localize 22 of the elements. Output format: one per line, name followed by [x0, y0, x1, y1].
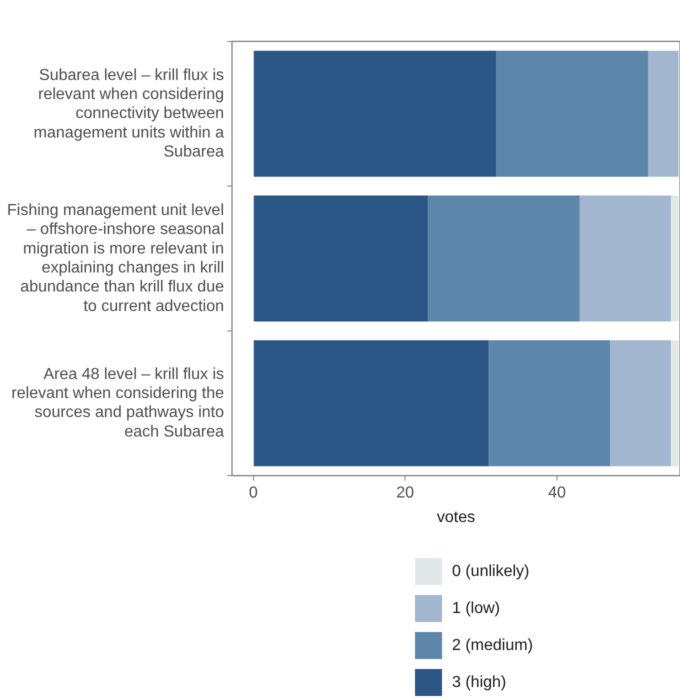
legend-label: 0 (unlikely) [452, 562, 530, 580]
y-tick-label: Subarea level – krill flux is relevant when considering connectivity between management units within a Subarea [34, 66, 224, 161]
bar [648, 50, 678, 177]
y-tick-label: Fishing management unit level – offshore-inshore seasonal migration is more relevant in explaining changes in krill abundance than krill flux due to current advection [6, 202, 224, 315]
x-tick-label: 40 [548, 484, 566, 502]
legend-label: 1 (low) [452, 600, 500, 618]
y-tick-label: Area 48 level – krill flux is relevant when considering the sources and pathways into each Subarea [11, 366, 224, 440]
bar [670, 340, 678, 466]
bar [580, 196, 671, 322]
legend-label: 2 (medium) [452, 636, 533, 654]
bar [488, 340, 610, 466]
legend-label: 3 (high) [452, 674, 506, 692]
bar [254, 196, 428, 322]
bar [670, 196, 678, 322]
bar [496, 50, 648, 177]
x-tick-label: 0 [248, 484, 258, 502]
bar [254, 340, 489, 466]
bar [610, 340, 671, 466]
bar [428, 196, 580, 322]
x-axis-title: votes [436, 508, 476, 526]
x-tick-label: 20 [396, 484, 414, 502]
bar [254, 50, 496, 177]
